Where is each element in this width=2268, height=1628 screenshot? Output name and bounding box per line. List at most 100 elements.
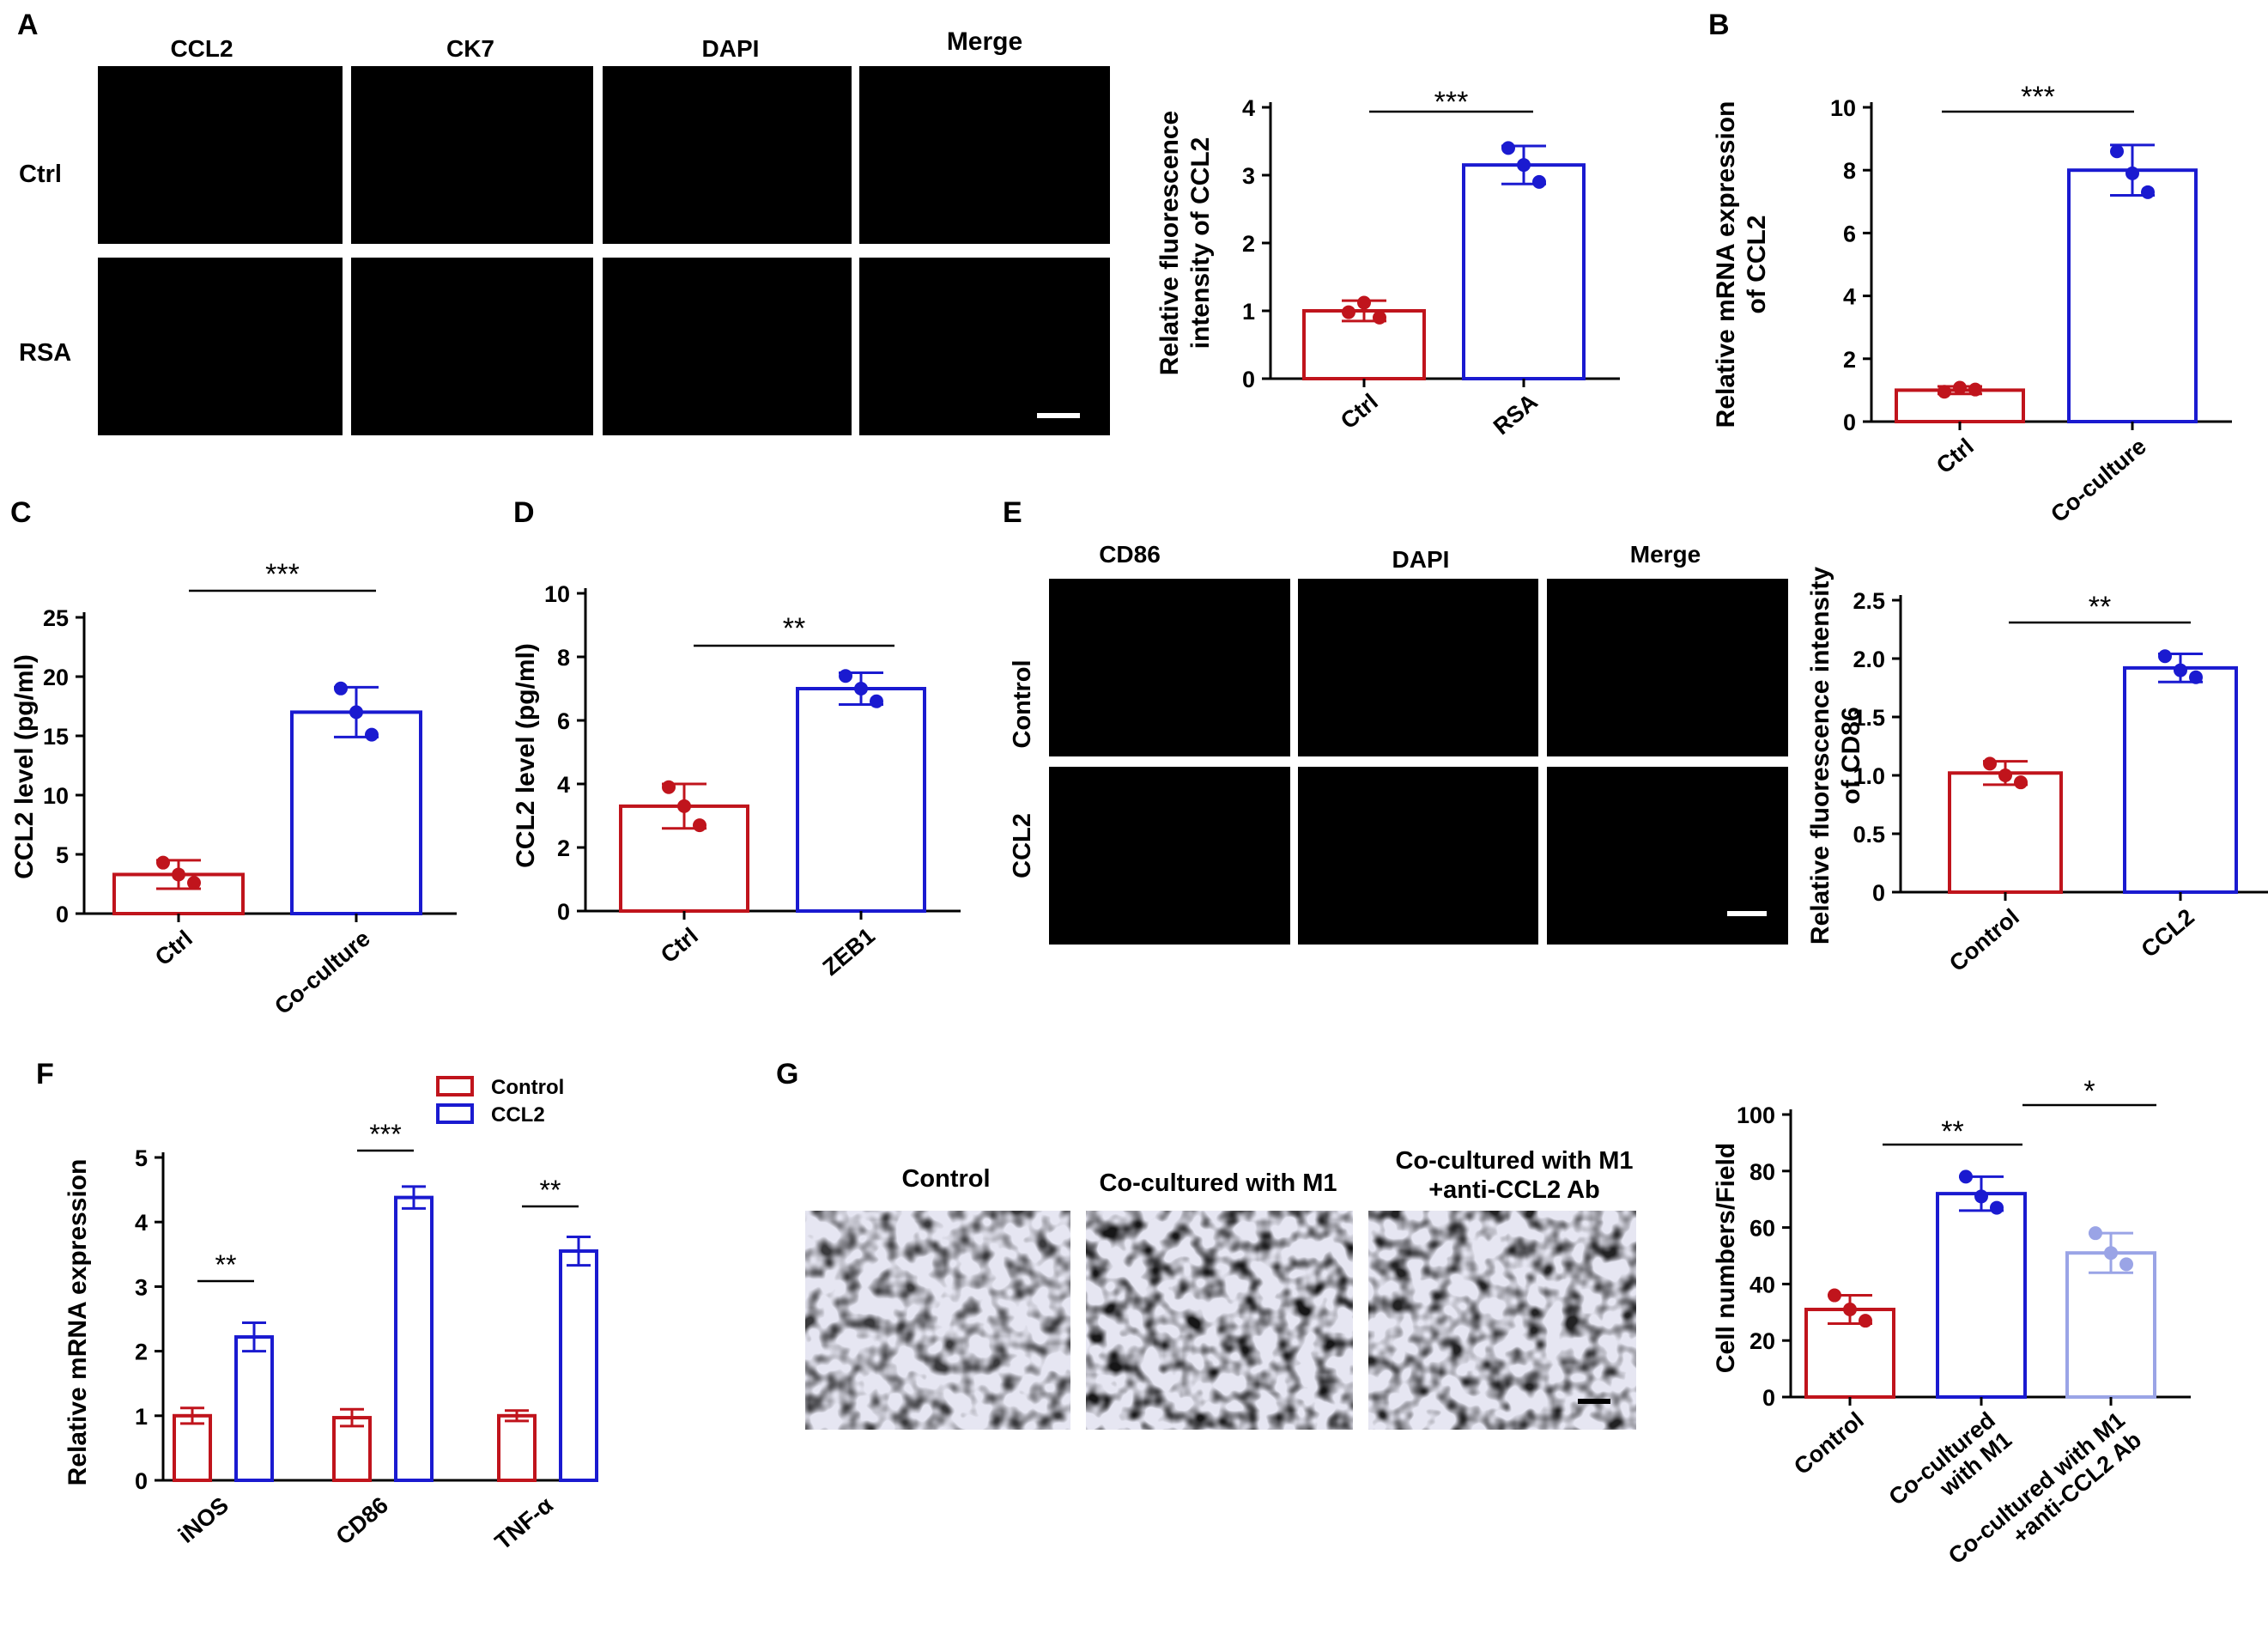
data-point <box>1983 756 1997 771</box>
bar <box>796 687 926 913</box>
y-tick-label: 0 <box>1843 410 1856 435</box>
x-tick-label: Co-culture <box>270 926 375 1020</box>
y-tick-label: 0 <box>1762 1385 1775 1411</box>
legend-label: Control <box>491 1076 564 1099</box>
data-point <box>1859 1314 1872 1328</box>
panel-a-header-merge: Merge <box>947 27 1022 56</box>
panel-letter-a: A <box>17 9 39 41</box>
panel-a-header-ccl2: CCL2 <box>170 35 233 62</box>
micrograph-tile <box>859 66 1110 244</box>
data-point <box>1517 158 1531 173</box>
panel-g-micrographs: Control Co-cultured with M1 Co-cultured … <box>805 1147 1636 1430</box>
data-point <box>172 867 185 882</box>
bar <box>290 710 422 916</box>
bar <box>2067 168 2198 423</box>
data-point <box>1342 305 1355 319</box>
data-point <box>349 705 363 720</box>
x-tick-label: Control <box>1789 1407 1869 1480</box>
y-tick-label: 60 <box>1750 1216 1775 1242</box>
transwell-tile <box>805 1211 1070 1430</box>
y-tick-label: 20 <box>1750 1328 1775 1354</box>
micrograph-tile <box>98 258 343 435</box>
x-tick-label: Control <box>1944 904 2024 977</box>
micrograph-tile <box>1547 579 1788 756</box>
significance-label: *** <box>369 1119 401 1150</box>
panel-e-header-cd86: CD86 <box>1099 541 1161 568</box>
y-tick-label: 8 <box>557 645 570 671</box>
data-point <box>1843 1303 1857 1317</box>
panel-a-header-dapi: DAPI <box>702 35 760 62</box>
data-point <box>677 799 691 813</box>
data-point <box>156 855 170 870</box>
y-tick-label: 2 <box>135 1339 148 1365</box>
chart-b: 0 2 4 6 8 10 Relative mRNA expression of CCL2 Ct… <box>1712 81 2232 527</box>
significance-label: ** <box>540 1175 561 1206</box>
data-point <box>2119 1257 2133 1272</box>
data-point <box>1953 380 1967 395</box>
y-axis-label: Relative fluorescence intensity of CD86 <box>1806 567 1865 945</box>
data-point <box>334 681 348 696</box>
bar <box>559 1249 598 1483</box>
y-tick-label: 100 <box>1737 1103 1775 1128</box>
transwell-tile <box>1086 1211 1353 1430</box>
panel-e-header-dapi: DAPI <box>1392 546 1450 573</box>
y-tick-label: 0 <box>1242 367 1255 392</box>
panel-a-row-ctrl: Ctrl <box>19 161 62 188</box>
data-point <box>1990 1200 2004 1215</box>
significance-label: ** <box>2089 591 2111 623</box>
data-point <box>1373 310 1386 325</box>
significance-label: ** <box>215 1249 237 1280</box>
y-tick-label: 2 <box>1242 231 1255 257</box>
panel-letter-b: B <box>1708 9 1730 41</box>
transwell-tile <box>1368 1211 1636 1430</box>
y-axis-label: Cell numbers/Field <box>1712 1143 1740 1373</box>
data-point <box>2089 1226 2102 1241</box>
data-point <box>1968 382 1982 397</box>
bar <box>234 1335 274 1483</box>
y-tick-label: 40 <box>1750 1272 1775 1297</box>
data-point <box>1974 1189 1988 1204</box>
micrograph-tile <box>1298 579 1538 756</box>
panel-e-micrographs: CD86 DAPI Merge Control CCL2 <box>1009 541 1788 945</box>
x-tick-label: RSA <box>1489 389 1543 440</box>
legend-swatch <box>436 1076 474 1096</box>
panel-letter-d: D <box>513 496 535 529</box>
panel-a-micrographs: CCL2 CK7 DAPI Merge Ctrl RSA <box>19 27 1110 435</box>
panel-letter-g: G <box>776 1058 798 1090</box>
bar <box>2123 665 2238 894</box>
y-tick-label: 1 <box>1242 299 1255 325</box>
panel-g-header-m1: Co-cultured with M1 <box>1099 1169 1337 1197</box>
x-tick-label: Ctrl <box>1931 434 1979 479</box>
y-axis-label: CCL2 level (pg/ml) <box>10 654 39 879</box>
y-tick-label: 20 <box>43 665 69 690</box>
y-tick-label: 6 <box>1843 221 1856 246</box>
data-point <box>187 876 201 890</box>
data-point <box>2104 1246 2118 1260</box>
panel-a-header-ck7: CK7 <box>446 35 494 62</box>
y-tick-label: 5 <box>56 842 69 868</box>
panel-letter-c: C <box>10 496 32 529</box>
panel-e-row-control: Control <box>1009 659 1036 748</box>
x-tick-label: Ctrl <box>150 926 197 971</box>
bar <box>2065 1251 2156 1399</box>
x-tick-label: CD86 <box>331 1492 393 1550</box>
y-tick-label: 0 <box>557 899 570 925</box>
data-point <box>365 727 379 742</box>
bar <box>1462 163 1586 380</box>
significance-label: ** <box>1941 1115 1963 1148</box>
y-tick-label: 0 <box>1872 880 1885 906</box>
micrograph-tile <box>859 258 1110 435</box>
legend-label: CCL2 <box>491 1103 545 1127</box>
significance-label: *** <box>2021 81 2055 113</box>
x-tick-label: iNOS <box>173 1492 233 1548</box>
data-point <box>2014 775 2028 790</box>
panel-letters: A B C D E F G <box>10 9 1730 1090</box>
y-tick-label: 0.5 <box>1853 822 1885 847</box>
data-point <box>1938 385 1951 399</box>
data-point <box>854 682 868 696</box>
chart-f: 0 1 2 3 4 5 Relative mRNA expression iNOS ** CD86… <box>64 1076 598 1555</box>
micrograph-tile <box>1298 767 1538 945</box>
